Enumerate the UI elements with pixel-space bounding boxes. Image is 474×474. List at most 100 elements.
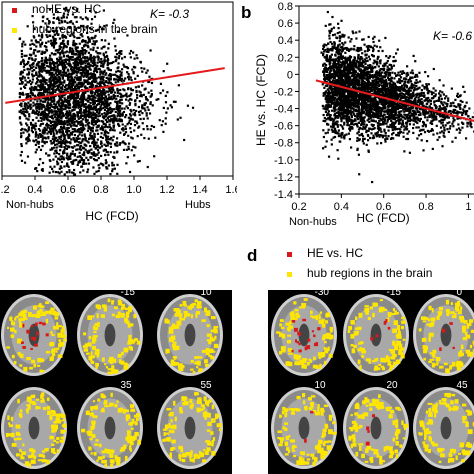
scatter-point xyxy=(105,167,108,170)
scatter-point xyxy=(124,142,127,146)
scatter-point xyxy=(53,165,56,168)
scatter-point xyxy=(82,146,85,149)
scatter-point xyxy=(131,89,135,92)
scatter-point xyxy=(80,95,83,98)
scatter-point xyxy=(93,67,96,70)
scatter-point xyxy=(147,91,150,94)
scatter-point xyxy=(35,138,38,142)
scatter-point xyxy=(107,109,110,112)
scatter-point xyxy=(59,42,62,45)
scatter-point xyxy=(39,135,43,138)
scatter-point xyxy=(88,73,91,76)
scatter-point xyxy=(93,145,96,148)
scatter-point xyxy=(347,48,351,51)
scatter-point xyxy=(353,59,356,62)
scatter-point xyxy=(146,106,149,109)
scatter-point xyxy=(432,112,436,115)
scatter-point xyxy=(379,46,382,49)
scatter-point xyxy=(65,130,68,133)
scatter-point xyxy=(54,42,57,45)
scatter-point xyxy=(117,80,120,83)
x-tick-label: 1.6 xyxy=(225,184,237,196)
scatter-point xyxy=(406,80,410,84)
scatter-point xyxy=(145,114,148,117)
scatter-point xyxy=(80,50,84,53)
scatter-point xyxy=(90,122,93,125)
scatter-point xyxy=(73,140,77,143)
scatter-point xyxy=(50,58,53,61)
scatter-point xyxy=(344,41,347,44)
scatter-point xyxy=(459,99,462,102)
scatter-point xyxy=(78,127,81,131)
scatter-point xyxy=(108,142,111,145)
scatter-point xyxy=(68,60,71,63)
scatter-point xyxy=(97,76,100,79)
scatter-point xyxy=(422,149,425,152)
scatter-point xyxy=(120,107,124,110)
scatter-point xyxy=(71,89,74,92)
scatter-point xyxy=(88,9,92,13)
scatter-point xyxy=(96,118,99,121)
scatter-point xyxy=(53,100,56,103)
scatter-point xyxy=(113,91,116,94)
scatter-point xyxy=(128,119,131,122)
scatter-point xyxy=(104,153,107,157)
scatter-point xyxy=(40,43,44,46)
scatter-point xyxy=(59,155,62,158)
scatter-point xyxy=(340,120,343,123)
scatter-point xyxy=(362,71,365,74)
scatter-point xyxy=(96,88,99,92)
scatter-point xyxy=(57,70,60,74)
scatter-point xyxy=(56,108,60,111)
scatter-point xyxy=(62,108,65,111)
scatter-point xyxy=(58,51,61,54)
scatter-point xyxy=(104,148,107,152)
scatter-point xyxy=(97,169,100,173)
scatter-point xyxy=(107,77,110,80)
scatter-point xyxy=(53,76,56,79)
scatter-point xyxy=(32,21,35,24)
scatter-point xyxy=(75,158,78,162)
scatter-point xyxy=(56,78,59,81)
scatter-point xyxy=(348,105,352,109)
scatter-point xyxy=(85,81,88,84)
scatter-point xyxy=(36,102,39,106)
scatter-point xyxy=(60,166,63,169)
scatter-point xyxy=(70,78,73,81)
scatter-point xyxy=(31,70,34,73)
scatter-point xyxy=(57,63,60,66)
scatter-point xyxy=(452,117,455,120)
scatter-point xyxy=(111,170,114,173)
scatter-point xyxy=(60,106,63,109)
scatter-point xyxy=(75,139,78,142)
scatter-point xyxy=(108,96,111,99)
scatter-point xyxy=(105,102,108,105)
scatter-point xyxy=(58,90,61,93)
scatter-point xyxy=(81,125,84,128)
scatter-point xyxy=(59,138,62,141)
scatter-point xyxy=(110,108,113,111)
scatter-point xyxy=(94,123,97,126)
scatter-point xyxy=(426,129,429,132)
scatter-point xyxy=(399,97,403,100)
scatter-point xyxy=(52,158,55,161)
scatter-point xyxy=(335,120,338,123)
scatter-point xyxy=(18,96,21,99)
scatter-point xyxy=(127,142,131,145)
scatter-point xyxy=(404,84,407,87)
scatter-point xyxy=(95,70,99,74)
scatter-point xyxy=(125,114,128,117)
scatter-point xyxy=(50,87,54,91)
scatter-point xyxy=(35,71,38,74)
scatter-point xyxy=(55,136,58,139)
y-tick-label: 0.4 xyxy=(278,35,293,47)
scatter-point xyxy=(385,61,388,65)
scatter-point xyxy=(77,63,80,66)
scatter-point xyxy=(25,54,28,57)
scatter-point xyxy=(377,96,380,100)
scatter-point xyxy=(78,53,81,56)
scatter-point xyxy=(376,74,379,77)
scatter-point xyxy=(79,116,82,120)
scatter-point xyxy=(37,119,40,122)
scatter-point xyxy=(97,164,100,167)
